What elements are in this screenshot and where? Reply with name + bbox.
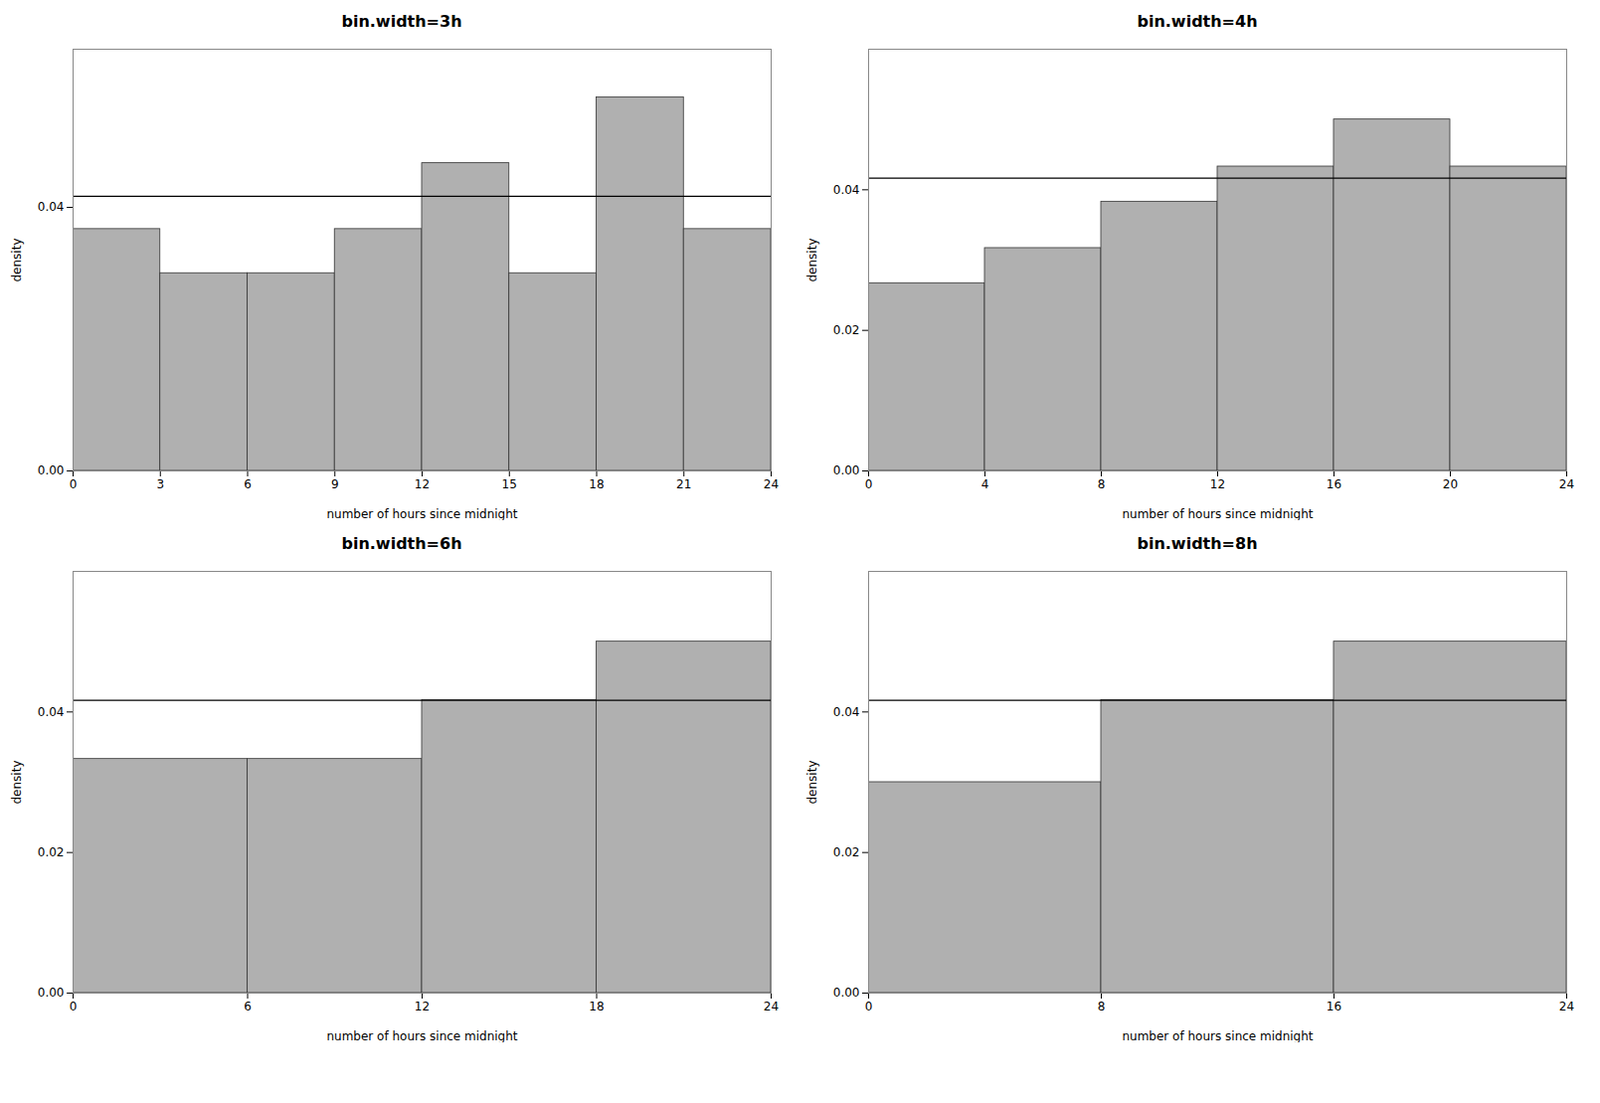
html-text:bin.width=3h: bin.width=3h [341, 11, 462, 31]
svg-text:0: 0 [69, 999, 78, 1014]
svg-text:15: 15 [502, 477, 518, 492]
svg-text:12: 12 [414, 477, 430, 492]
svg-text:12: 12 [414, 999, 430, 1014]
svg-text:12: 12 [1210, 477, 1226, 492]
svg-text:0.00: 0.00 [37, 463, 65, 478]
svg-text:24: 24 [763, 477, 779, 492]
svg-text:0.02: 0.02 [833, 323, 861, 338]
html-text:bin.width=6h: bin.width=6h [341, 533, 462, 553]
html-text:bin.width=4h: bin.width=4h [1137, 11, 1258, 31]
svg-text:6: 6 [243, 999, 252, 1014]
svg-text:density: density [805, 238, 820, 283]
svg-text:0.04: 0.04 [37, 199, 65, 214]
svg-text:number of hours since midnight: number of hours since midnight [1121, 507, 1313, 522]
svg-text:0.04: 0.04 [833, 705, 861, 719]
svg-text:0.00: 0.00 [833, 985, 861, 1000]
svg-text:0: 0 [865, 477, 874, 492]
svg-text:6: 6 [243, 477, 252, 492]
svg-text:21: 21 [676, 477, 692, 492]
svg-text:24: 24 [1559, 477, 1575, 492]
svg-text:0.04: 0.04 [833, 182, 861, 197]
svg-text:number of hours since midnight: number of hours since midnight [326, 1029, 518, 1044]
svg-text:3: 3 [156, 477, 165, 492]
svg-text:0.00: 0.00 [833, 463, 861, 478]
svg-text:18: 18 [588, 999, 604, 1014]
svg-text:0.04: 0.04 [37, 705, 65, 719]
svg-text:16: 16 [1326, 477, 1342, 492]
svg-text:24: 24 [1559, 999, 1575, 1014]
svg-text:0: 0 [865, 999, 874, 1014]
svg-text:9: 9 [331, 477, 340, 492]
svg-text:0: 0 [69, 477, 78, 492]
svg-text:0.02: 0.02 [833, 845, 861, 860]
svg-text:16: 16 [1326, 999, 1342, 1014]
svg-text:0.00: 0.00 [37, 985, 65, 1000]
svg-text:0.02: 0.02 [37, 845, 65, 860]
svg-text:20: 20 [1442, 477, 1458, 492]
svg-text:8: 8 [1097, 999, 1106, 1014]
svg-text:number of hours since midnight: number of hours since midnight [1121, 1029, 1313, 1044]
svg-text:8: 8 [1097, 477, 1106, 492]
svg-text:24: 24 [763, 999, 779, 1014]
svg-text:number of hours since midnight: number of hours since midnight [326, 507, 518, 522]
svg-text:4: 4 [981, 477, 990, 492]
svg-text:density: density [9, 760, 24, 805]
html-text:bin.width=8h: bin.width=8h [1137, 533, 1258, 553]
svg-text:18: 18 [588, 477, 604, 492]
svg-text:density: density [805, 760, 820, 805]
svg-text:density: density [9, 238, 24, 283]
